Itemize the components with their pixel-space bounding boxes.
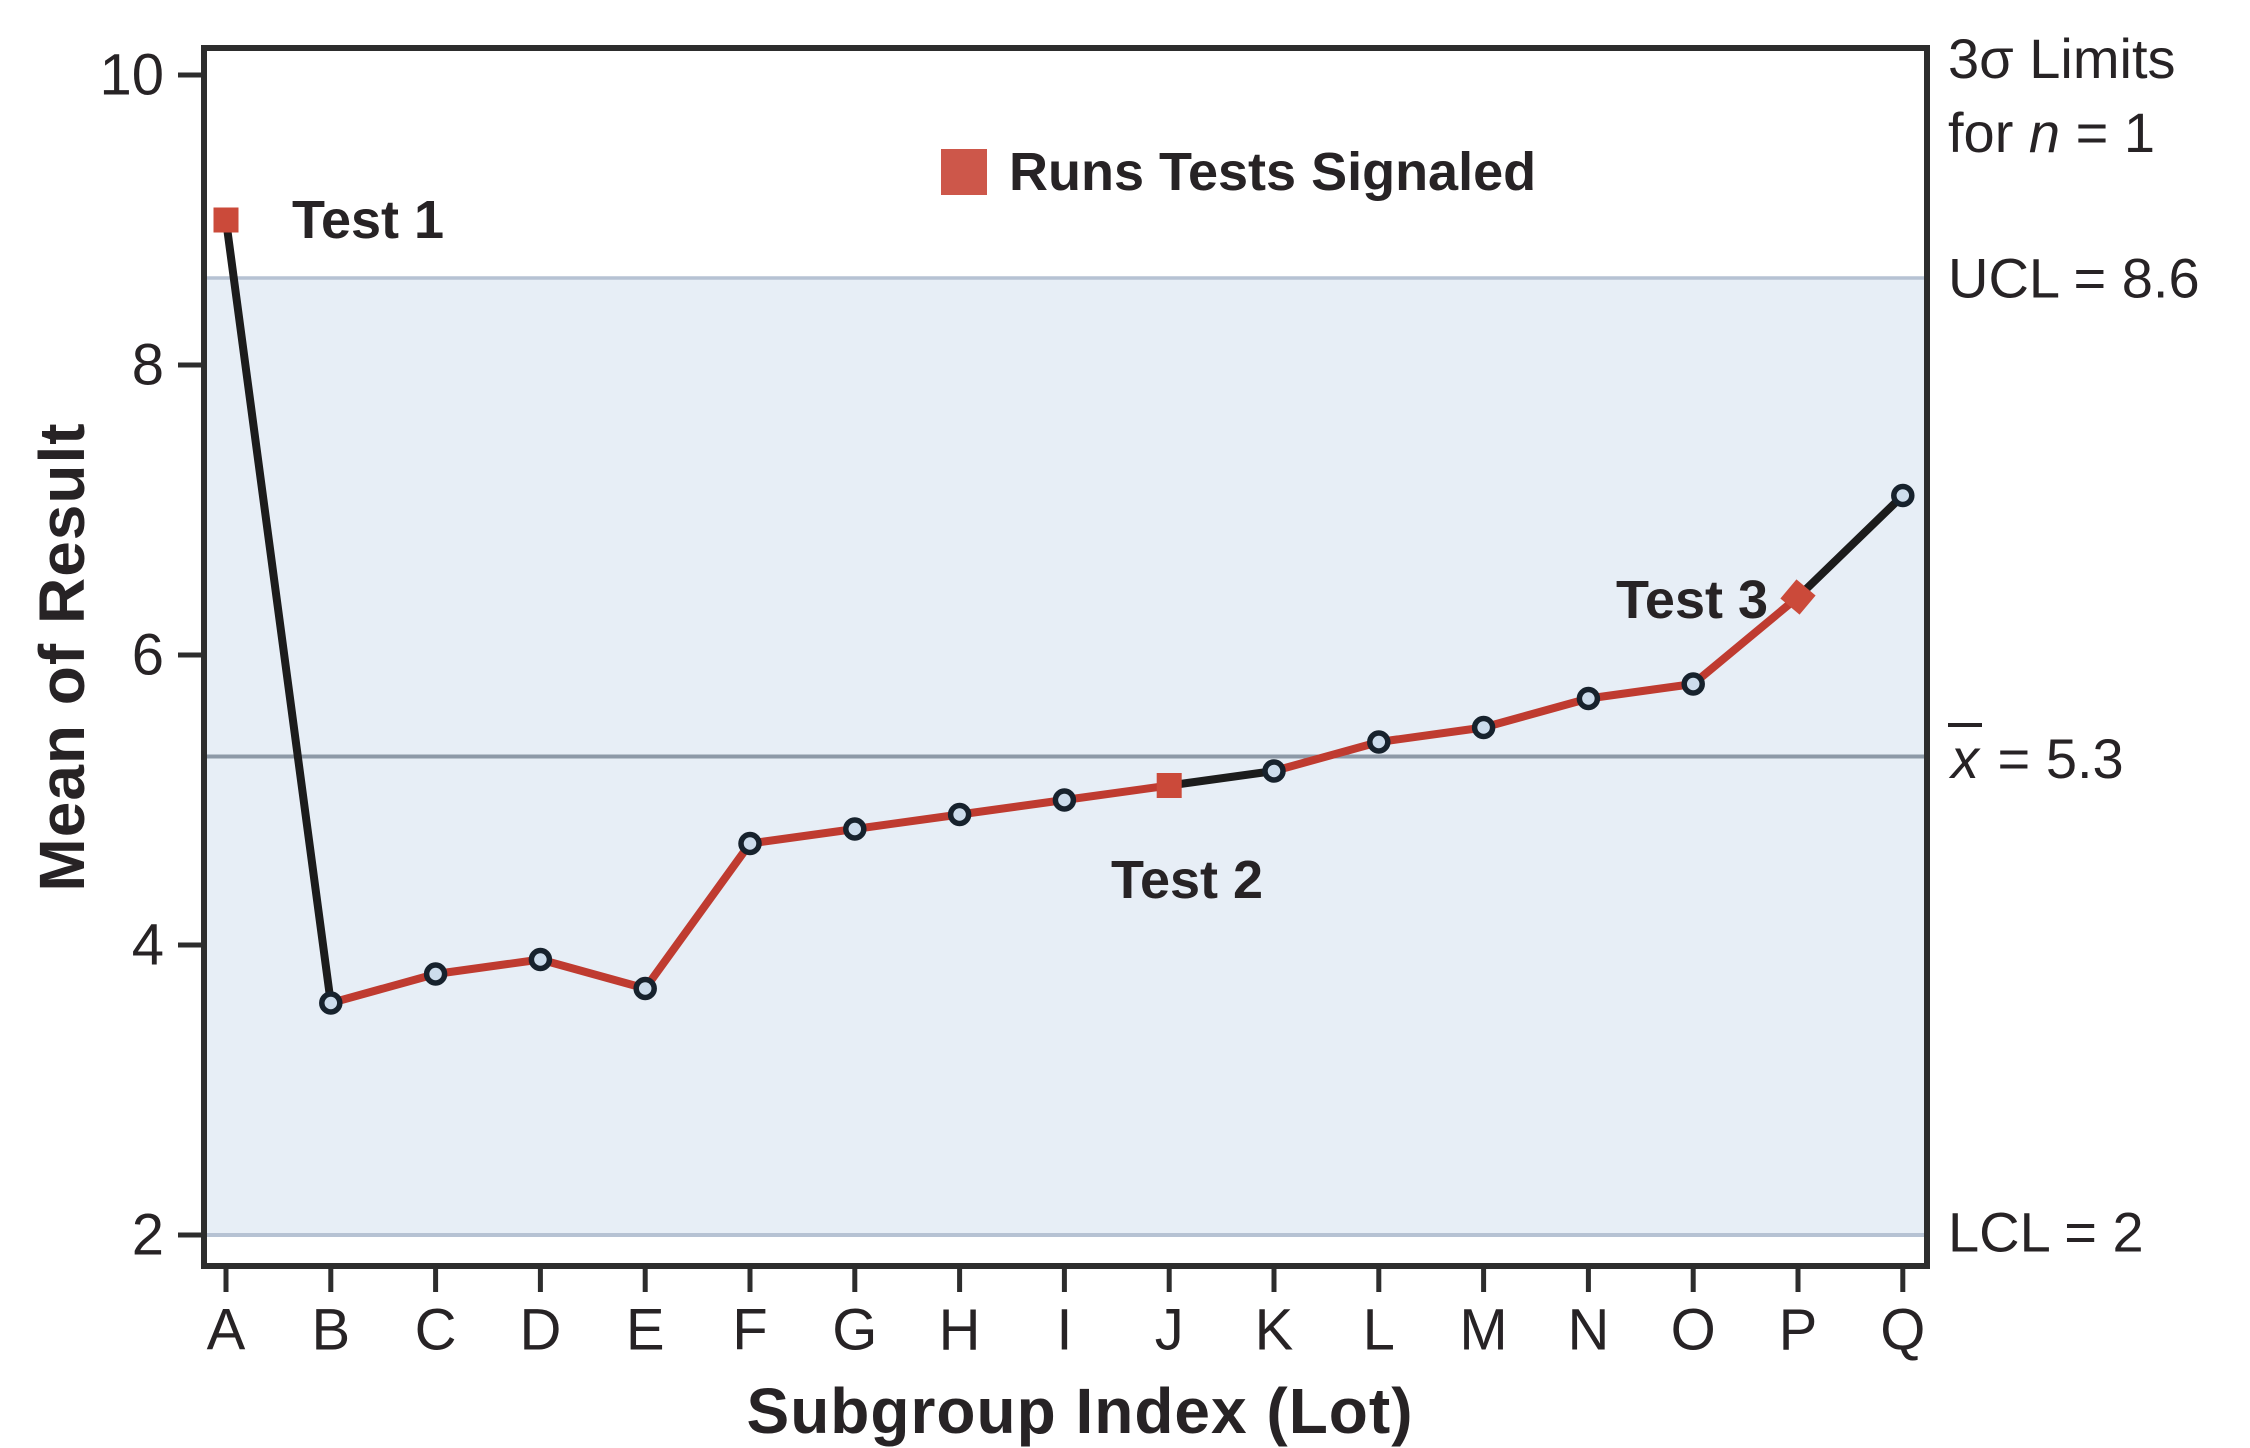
data-point-H: [947, 802, 972, 827]
center-line-label: x = 5.3: [1948, 723, 2124, 791]
y-tick-label-4: 4: [132, 913, 164, 978]
ucl-label: UCL = 8.6: [1948, 246, 2200, 310]
series-segment-black: [222, 216, 335, 1007]
data-point-M: [1471, 715, 1496, 740]
data-point-L: [1367, 730, 1391, 754]
series-segment-red: [1270, 593, 1802, 775]
data-point-D: [528, 947, 553, 972]
data-point-O: [1681, 672, 1705, 696]
x-tick-label-B: B: [311, 1298, 350, 1363]
limits-note: 3σ Limits for n = 1: [1948, 22, 2176, 170]
data-point-B: [319, 991, 343, 1015]
legend: Runs Tests Signaled: [941, 142, 1536, 202]
red-square-icon: [941, 149, 987, 195]
limits-note-line2: for n = 1: [1948, 101, 2156, 164]
signal-point-J: [1156, 773, 1182, 798]
y-tick-label-8: 8: [132, 333, 164, 398]
data-point-C: [423, 962, 448, 986]
y-axis-title: Mean of Result: [26, 422, 98, 892]
x-tick-label-P: P: [1779, 1298, 1818, 1363]
x-tick-label-J: J: [1155, 1298, 1184, 1363]
test-2-label: Test 2: [1110, 850, 1264, 910]
x-tick-label-L: L: [1363, 1298, 1395, 1363]
lcl-label: LCL = 2: [1948, 1200, 2144, 1264]
x-tick-label-H: H: [939, 1298, 981, 1363]
x-tick-label-A: A: [207, 1298, 246, 1363]
signal-point-A: [213, 207, 239, 233]
x-tick-label-K: K: [1255, 1298, 1294, 1363]
y-tick-label-10: 10: [99, 43, 164, 108]
x-tick-label-E: E: [626, 1298, 665, 1363]
series-segment-black: [1794, 491, 1907, 601]
data-point-E: [633, 976, 657, 1001]
x-tick-label-D: D: [519, 1298, 561, 1363]
x-tick-label-C: C: [415, 1298, 457, 1363]
series-segment-black: [1165, 767, 1278, 790]
y-tick-label-2: 2: [132, 1203, 164, 1268]
y-tick-label-6: 6: [132, 623, 164, 688]
limits-note-line1: 3σ Limits: [1948, 27, 2176, 90]
x-tick-label-O: O: [1671, 1298, 1716, 1363]
x-tick-label-I: I: [1056, 1298, 1072, 1363]
x-tick-label-F: F: [732, 1298, 767, 1363]
x-tick-label-M: M: [1459, 1298, 1507, 1363]
signal-point-P: [1780, 579, 1816, 615]
x-axis-title: Subgroup Index (Lot): [746, 1375, 1414, 1447]
x-tick-label-G: G: [832, 1298, 877, 1363]
test-1-label: Test 1: [292, 190, 445, 250]
data-point-N: [1576, 686, 1601, 711]
test-3-label: Test 3: [1615, 570, 1768, 630]
x-tick-label-N: N: [1567, 1298, 1609, 1363]
data-point-Q: [1891, 483, 1915, 508]
data-point-K: [1262, 759, 1286, 783]
legend-label: Runs Tests Signaled: [1009, 142, 1537, 202]
x-tick-label-Q: Q: [1880, 1298, 1925, 1363]
data-point-F: [738, 831, 762, 856]
data-point-G: [843, 817, 867, 841]
xbar-symbol: x: [1948, 723, 1982, 787]
data-point-I: [1052, 788, 1077, 812]
